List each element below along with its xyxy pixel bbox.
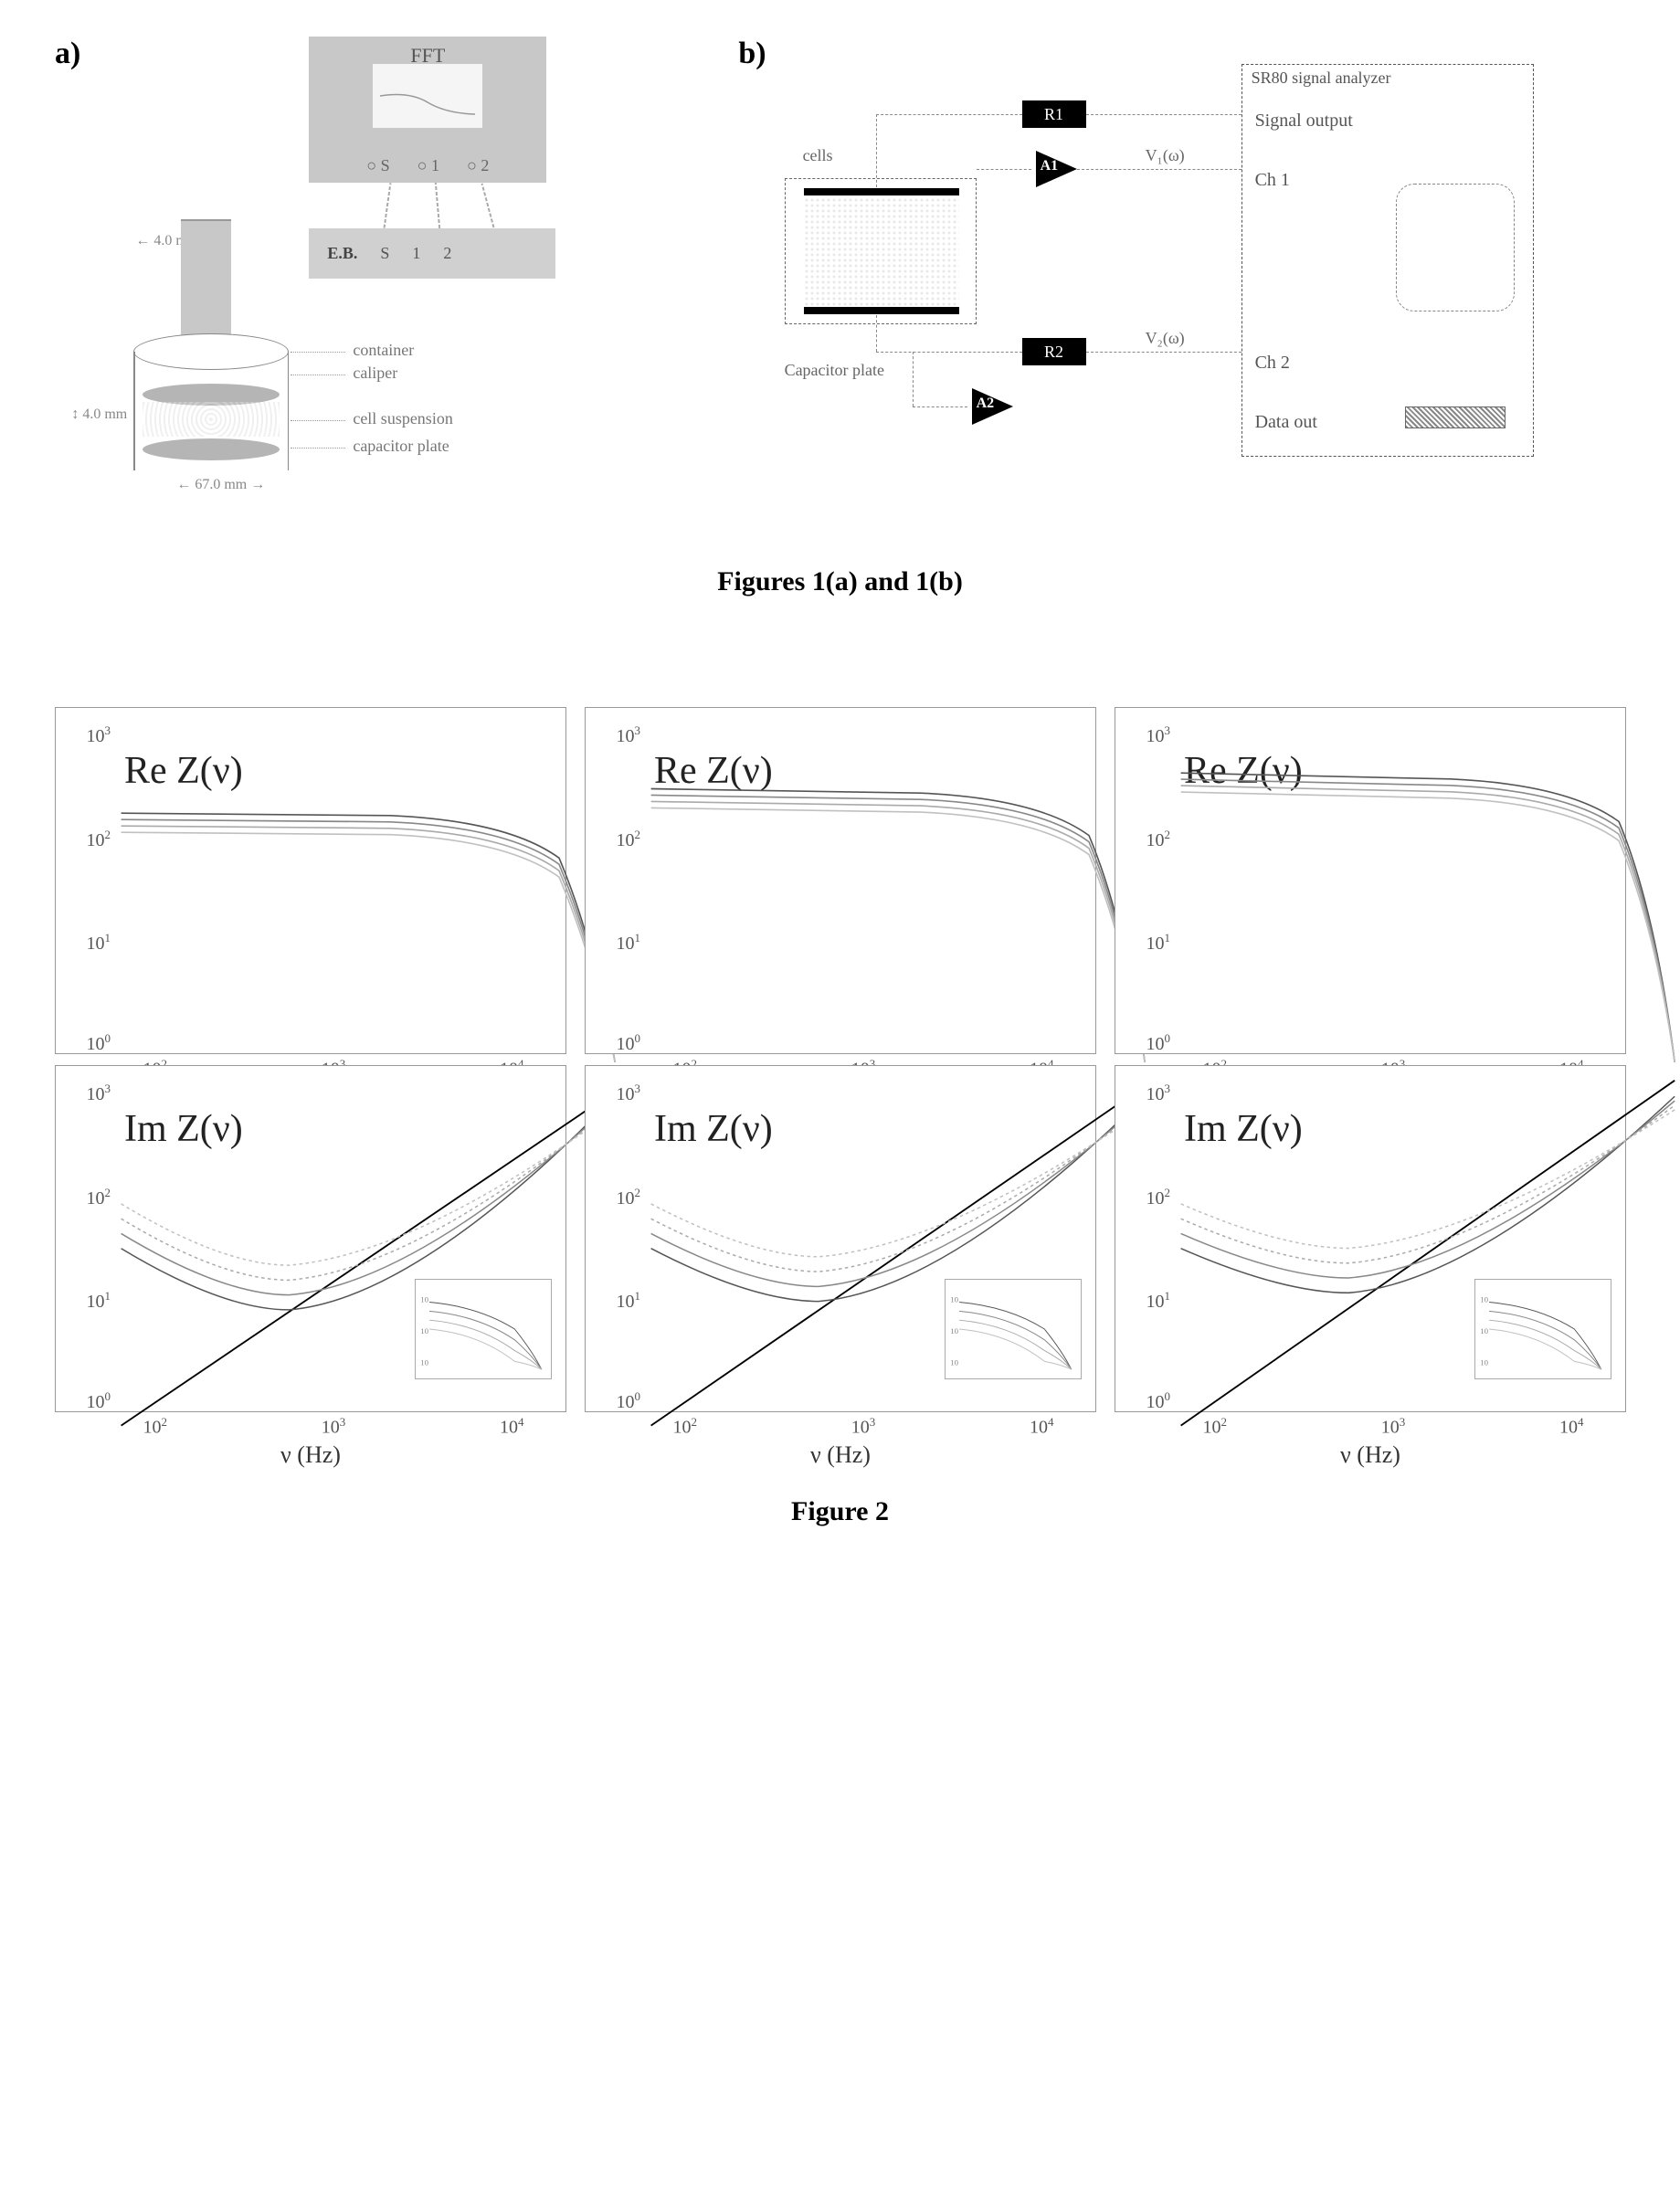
svg-text:10: 10	[950, 1357, 958, 1367]
re-z-chart-1: Re Z(ν)100101102103102103104	[55, 707, 566, 1054]
re-z-chart-3: Re Z(ν)100101102103102103104	[1115, 707, 1626, 1054]
container-cylinder	[133, 333, 289, 470]
data-out-port	[1405, 406, 1506, 428]
x-axis-label: ν (Hz)	[585, 1441, 1096, 1469]
figure-1-caption: Figures 1(a) and 1(b)	[55, 566, 1625, 597]
ch2-label: Ch 2	[1255, 353, 1290, 374]
svg-text:10: 10	[1480, 1357, 1488, 1367]
inset-chart: 10 10 10	[945, 1279, 1082, 1379]
fft-screen	[373, 64, 482, 128]
panel-b-label: b)	[738, 37, 766, 475]
figure-1a-panel: a) FFT ○ S ○ 1 ○ 2	[55, 37, 574, 530]
im-z-chart-3: Im Z(ν)100101102103102103104101010	[1115, 1065, 1626, 1412]
inset-chart: 10 10 10	[415, 1279, 552, 1379]
capacitor-cell-box	[785, 178, 977, 324]
figure-1b-panel: b) cells Capacitor plate R1 A1 V₁(ω) R2 …	[738, 37, 1533, 475]
figure-2-caption: Figure 2	[55, 1496, 1625, 1527]
eb-box: E.B. S 1 2	[309, 228, 555, 279]
v2-label: V₂(ω)	[1146, 329, 1185, 348]
svg-text:10: 10	[420, 1357, 428, 1367]
svg-text:10: 10	[1480, 1295, 1488, 1304]
leader-caliper: caliper	[353, 364, 397, 383]
svg-text:10: 10	[950, 1326, 958, 1335]
leader-suspension: cell suspension	[353, 409, 453, 428]
figure-1: a) FFT ○ S ○ 1 ○ 2	[55, 37, 1625, 597]
x-axis-label: ν (Hz)	[55, 1441, 566, 1469]
svg-text:10: 10	[420, 1295, 428, 1304]
signal-analyzer-box: SR80 signal analyzer Signal output Ch 1 …	[1242, 64, 1534, 457]
cable	[384, 183, 392, 228]
svg-text:10: 10	[1480, 1326, 1488, 1335]
bottom-plate-bar	[804, 307, 959, 314]
gap-dim-label: ↕ 4.0 mm	[71, 406, 127, 423]
leader-plate: capacitor plate	[353, 437, 449, 456]
top-plate-bar	[804, 188, 959, 195]
data-out-label: Data out	[1255, 412, 1317, 433]
fft-ports: ○ S ○ 1 ○ 2	[309, 156, 546, 175]
capacitor-plate-label: Capacitor plate	[785, 361, 884, 380]
signal-output-label: Signal output	[1255, 111, 1353, 132]
im-z-chart-2: Im Z(ν)100101102103102103104101010	[585, 1065, 1096, 1412]
figure-1a-diagram: FFT ○ S ○ 1 ○ 2 E.B. S	[99, 37, 574, 530]
v1-label: V₁(ω)	[1146, 146, 1185, 165]
svg-text:10: 10	[420, 1326, 428, 1335]
cell-suspension-region	[143, 402, 280, 437]
resistor-r2: R2	[1022, 338, 1086, 365]
figure-2: Re Z(ν)100101102103102103104Re Z(ν)10010…	[55, 707, 1625, 1527]
svg-text:10: 10	[950, 1295, 958, 1304]
cable	[481, 184, 495, 228]
leader-container: container	[353, 341, 414, 360]
cells-label: cells	[803, 146, 833, 165]
x-axis-label: ν (Hz)	[1115, 1441, 1626, 1469]
panel-a-label: a)	[55, 37, 80, 530]
im-z-chart-1: Im Z(ν)100101102103102103104101010	[55, 1065, 566, 1412]
analyzer-screen	[1396, 184, 1515, 311]
inset-chart: 10 10 10	[1474, 1279, 1611, 1379]
resistor-r1: R1	[1022, 100, 1086, 128]
fft-analyzer-box: FFT ○ S ○ 1 ○ 2	[309, 37, 546, 183]
figure-1b-diagram: cells Capacitor plate R1 A1 V₁(ω) R2 A2 …	[785, 37, 1534, 475]
cable	[435, 183, 440, 228]
bottom-capacitor-plate	[143, 438, 280, 460]
diameter-label: ← 67.0 mm →	[176, 477, 265, 493]
caliper-stem	[181, 219, 231, 338]
ch1-label: Ch 1	[1255, 170, 1290, 191]
analyzer-title: SR80 signal analyzer	[1252, 69, 1391, 88]
re-z-chart-2: Re Z(ν)100101102103102103104	[585, 707, 1096, 1054]
